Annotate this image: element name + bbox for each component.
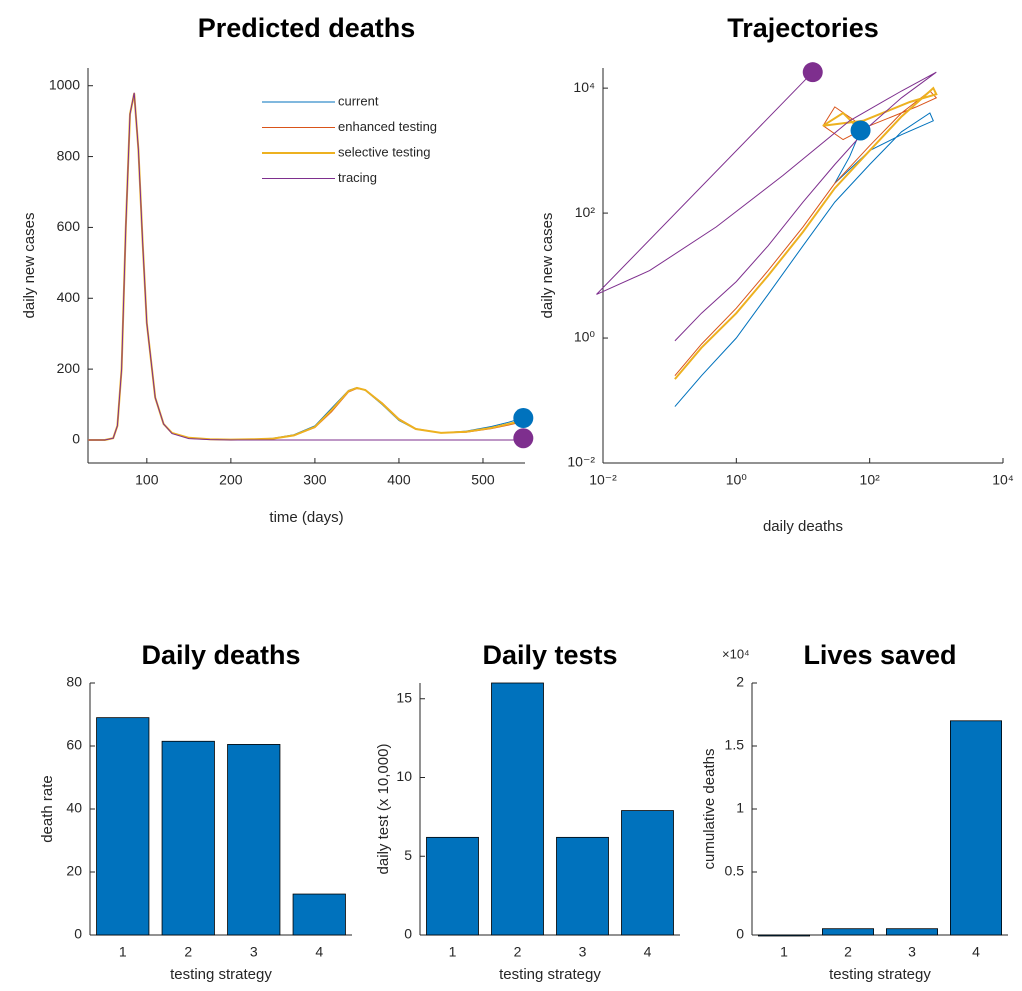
series-line	[674, 90, 938, 377]
series-line	[88, 92, 524, 441]
bar	[292, 893, 346, 936]
x-tick-label: 2	[844, 944, 852, 960]
chart-title: Daily tests	[482, 640, 617, 670]
x-tick-label: 300	[303, 472, 327, 488]
y-tick-label: 20	[66, 863, 82, 879]
x-axis-label: time (days)	[269, 509, 343, 526]
x-tick-label: 4	[972, 944, 980, 960]
bar	[556, 836, 609, 936]
y-tick-label: 40	[66, 800, 82, 816]
x-tick-label: 10⁴	[992, 472, 1014, 488]
x-tick-label: 1	[449, 944, 457, 960]
y-tick-label: 0	[736, 926, 744, 942]
series-line	[88, 93, 524, 441]
legend-label: enhanced testing	[338, 119, 437, 134]
y-tick-label: 10⁰	[574, 329, 596, 345]
y-tick-label: 0	[72, 431, 80, 447]
end-marker	[513, 408, 534, 429]
x-tick-label: 2	[514, 944, 522, 960]
y-tick-label: 10⁻²	[567, 454, 595, 470]
end-marker	[513, 428, 534, 449]
y-tick-label: 15	[396, 689, 412, 705]
y-tick-label: 200	[57, 360, 81, 376]
chart-title: Lives saved	[803, 640, 956, 670]
y-tick-label: 10²	[575, 204, 596, 220]
x-tick-label: 3	[908, 944, 916, 960]
series-line	[674, 86, 938, 380]
x-tick-label: 100	[135, 472, 159, 488]
x-tick-label: 500	[471, 472, 495, 488]
y-axis-label: daily new cases	[539, 213, 556, 319]
bar	[758, 934, 811, 937]
x-tick-label: 3	[579, 944, 587, 960]
y-axis-label: daily test (x 10,000)	[375, 744, 392, 875]
x-axis-label: testing strategy	[170, 966, 272, 983]
x-tick-label: 10⁰	[726, 472, 748, 488]
bar	[491, 682, 544, 936]
x-tick-label: 1	[780, 944, 788, 960]
y-tick-label: 400	[57, 289, 81, 305]
x-axis-label: testing strategy	[829, 966, 931, 983]
y-tick-label: 1.5	[725, 737, 745, 753]
x-tick-label: 4	[644, 944, 652, 960]
y-tick-label: 0	[404, 926, 412, 942]
y-tick-label: 10⁴	[573, 79, 595, 95]
y-tick-label: 800	[57, 147, 81, 163]
bar	[96, 717, 150, 936]
x-tick-label: 2	[184, 944, 192, 960]
series-line	[596, 71, 937, 342]
y-tick-label: 600	[57, 218, 81, 234]
y-axis-label: cumulative deaths	[701, 749, 718, 870]
x-tick-label: 3	[250, 944, 258, 960]
y-tick-label: 5	[404, 847, 412, 863]
y-axis-label: death rate	[39, 775, 56, 843]
bar	[886, 928, 939, 936]
y-axis-label: daily new cases	[21, 213, 38, 319]
series-line	[674, 112, 934, 407]
chart-title: Trajectories	[727, 13, 879, 43]
chart-title: Predicted deaths	[198, 13, 416, 43]
y-tick-label: 0.5	[725, 863, 745, 879]
bar	[426, 836, 479, 936]
y-tick-label: 0	[74, 926, 82, 942]
legend-label: current	[338, 93, 379, 108]
x-axis-label: testing strategy	[499, 966, 601, 983]
x-tick-label: 10⁻²	[589, 472, 617, 488]
y-exponent: ×10⁴	[722, 646, 750, 661]
x-tick-label: 1	[119, 944, 127, 960]
x-tick-label: 400	[387, 472, 411, 488]
bar	[950, 720, 1003, 936]
x-tick-label: 4	[315, 944, 323, 960]
bar	[161, 740, 215, 936]
bar	[227, 744, 281, 936]
x-tick-label: 10²	[860, 472, 881, 488]
end-marker	[802, 62, 823, 83]
y-tick-label: 10	[396, 768, 412, 784]
end-marker	[850, 120, 871, 141]
legend-label: tracing	[338, 170, 377, 185]
legend-label: selective testing	[338, 144, 431, 159]
y-tick-label: 60	[66, 737, 82, 753]
bar	[621, 810, 674, 936]
bar	[822, 928, 875, 936]
y-tick-label: 2	[736, 674, 744, 690]
chart-title: Daily deaths	[141, 640, 300, 670]
y-tick-label: 1000	[49, 76, 80, 92]
y-tick-label: 80	[66, 674, 82, 690]
x-tick-label: 200	[219, 472, 243, 488]
y-tick-label: 1	[736, 800, 744, 816]
x-axis-label: daily deaths	[763, 518, 843, 535]
